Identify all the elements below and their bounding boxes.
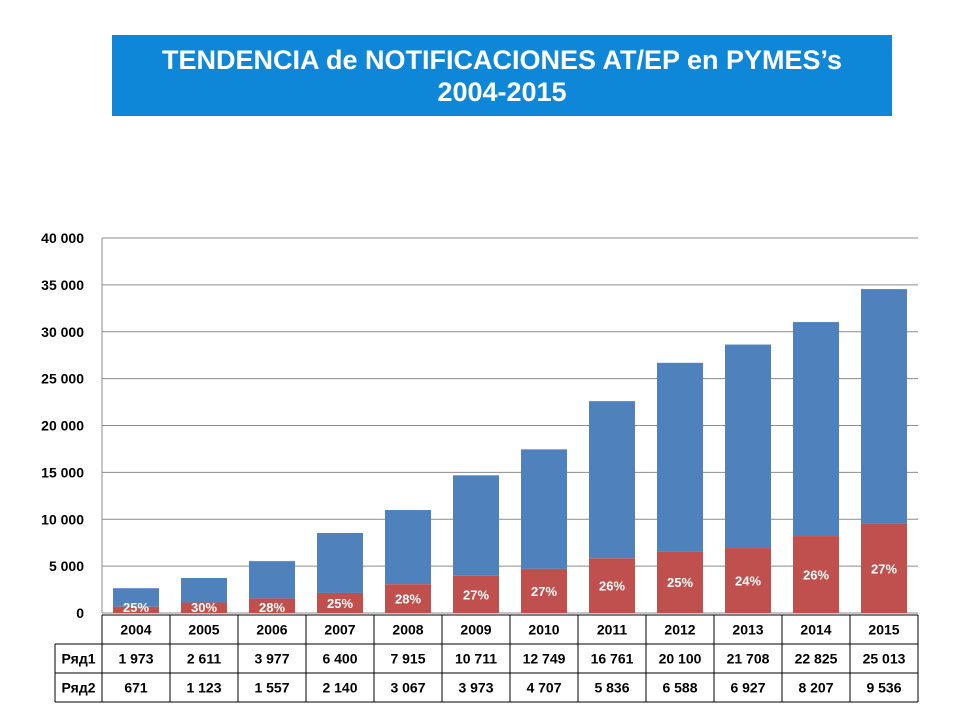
bar-series2 <box>657 551 703 613</box>
table-cell-value: 671 <box>124 680 148 696</box>
bar-series2 <box>725 548 771 613</box>
chart-title: TENDENCIA de NOTIFICACIONES AT/EP en PYM… <box>161 44 843 107</box>
table-cell-value: 3 067 <box>390 680 425 696</box>
data-label: 28% <box>395 592 421 607</box>
table-cell-value: 10 711 <box>455 651 497 667</box>
table-cell-value: 6 927 <box>730 680 765 696</box>
data-label: 26% <box>803 568 829 583</box>
x-tick-label: 2011 <box>597 622 628 638</box>
table-cell-value: 6 400 <box>322 651 357 667</box>
y-tick-label: 40 000 <box>41 230 84 246</box>
y-tick-label: 25 000 <box>41 371 84 387</box>
x-tick-label: 2012 <box>664 622 695 638</box>
y-tick-label: 5 000 <box>49 558 84 574</box>
bar-series2 <box>521 568 567 613</box>
data-label: 26% <box>599 579 625 594</box>
data-label: 30% <box>191 600 217 615</box>
x-tick-label: 2004 <box>120 622 151 638</box>
data-label: 25% <box>327 596 353 611</box>
data-label: 27% <box>531 584 557 599</box>
bar-series1 <box>181 577 227 603</box>
table-cell-value: 25 013 <box>863 651 906 667</box>
table-cell-value: 8 207 <box>798 680 833 696</box>
bar-series1 <box>317 532 363 593</box>
table-cell-value: 1 557 <box>254 680 289 696</box>
table-cell-value: 20 100 <box>659 651 702 667</box>
data-label: 25% <box>667 575 693 590</box>
y-tick-label: 15 000 <box>41 464 84 480</box>
table-cell-value: 1 123 <box>186 680 221 696</box>
bar-series1 <box>725 344 771 549</box>
bar-series1 <box>793 322 839 537</box>
table-cell-value: 21 708 <box>727 651 770 667</box>
data-label: 28% <box>259 600 285 615</box>
x-tick-label: 2005 <box>188 622 219 638</box>
table-cell-value: 4 707 <box>526 680 561 696</box>
bar-series2 <box>113 606 159 613</box>
data-label: 27% <box>463 587 489 602</box>
bar-series2 <box>453 575 499 613</box>
data-label: 25% <box>123 600 149 615</box>
bar-series2 <box>793 536 839 613</box>
x-tick-label: 2007 <box>324 622 355 638</box>
bar-series1 <box>453 475 499 576</box>
x-tick-label: 2013 <box>732 622 763 638</box>
table-cell-value: 12 749 <box>523 651 566 667</box>
table-cell-value: 16 761 <box>591 651 634 667</box>
table-cell-value: 1 973 <box>118 651 153 667</box>
table-cell-value: 6 588 <box>662 680 697 696</box>
x-tick-label: 2014 <box>800 622 831 638</box>
bar-series2 <box>317 592 363 613</box>
y-tick-label: 20 000 <box>41 418 84 434</box>
table-cell-value: 2 611 <box>187 651 221 667</box>
bar-series1 <box>113 588 159 607</box>
table-cell-value: 2 140 <box>322 680 357 696</box>
bar-series1 <box>385 510 431 585</box>
table-cell-value: 22 825 <box>795 651 838 667</box>
bar-series1 <box>249 561 295 599</box>
y-tick-label: 30 000 <box>41 324 84 340</box>
table-cell-value: 3 977 <box>254 651 289 667</box>
x-tick-label: 2009 <box>460 622 491 638</box>
x-tick-label: 2010 <box>528 622 559 638</box>
y-tick-label: 35 000 <box>41 277 84 293</box>
bar-series2 <box>181 602 227 613</box>
table-cell-value: 3 973 <box>458 680 493 696</box>
bar-series1 <box>657 362 703 552</box>
table-cell-value: 7 915 <box>390 651 425 667</box>
data-label: 27% <box>871 561 897 576</box>
bar-series1 <box>589 401 635 559</box>
bar-series2 <box>589 558 635 613</box>
y-tick-label: 10 000 <box>41 511 84 527</box>
legend-series-name: Ряд1 <box>62 651 96 667</box>
bar-series1 <box>521 449 567 569</box>
chart-title-banner: TENDENCIA de NOTIFICACIONES AT/EP en PYM… <box>112 35 892 116</box>
x-tick-label: 2008 <box>392 622 423 638</box>
x-tick-label: 2015 <box>868 622 899 638</box>
bar-series2 <box>249 598 295 613</box>
table-cell-value: 5 836 <box>594 680 629 696</box>
bar-series2 <box>861 523 907 613</box>
y-tick-label: 0 <box>76 605 84 621</box>
x-tick-label: 2006 <box>256 622 287 638</box>
bar-series2 <box>385 584 431 613</box>
legend-series-name: Ряд2 <box>62 680 96 696</box>
data-label: 24% <box>735 574 761 589</box>
table-cell-value: 9 536 <box>866 680 901 696</box>
bar-series1 <box>861 289 907 524</box>
